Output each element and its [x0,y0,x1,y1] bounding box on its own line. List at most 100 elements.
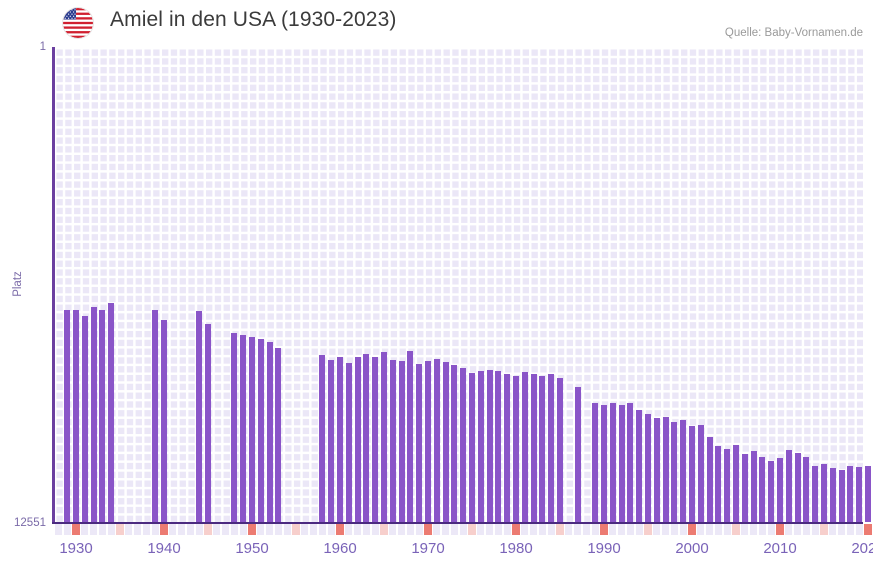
bar[interactable] [821,464,827,522]
bar[interactable] [671,422,678,522]
bar[interactable] [689,426,695,522]
bar[interactable] [372,357,379,522]
bar[interactable] [389,360,396,522]
bar[interactable] [724,449,731,522]
bar[interactable] [425,361,431,522]
x-axis-tick-cell [820,524,828,535]
bar[interactable] [433,359,440,522]
bar[interactable] [697,425,704,522]
bar[interactable] [205,324,211,522]
bar[interactable] [398,361,405,522]
x-axis-tick-cell [345,524,353,535]
bar[interactable] [345,363,352,522]
bar[interactable] [759,457,766,522]
bar[interactable] [504,374,511,522]
bar[interactable] [240,335,247,522]
bar[interactable] [460,368,467,522]
bar[interactable] [609,403,616,522]
bar[interactable] [785,450,792,522]
bar[interactable] [407,351,414,522]
bar[interactable] [548,374,555,522]
bar[interactable] [152,310,159,522]
x-axis-tick-cell [116,524,124,535]
x-axis-tick-cell [468,524,476,535]
page-title: Amiel in den USA (1930-2023) [110,8,397,31]
x-axis-tick-cell [767,524,775,535]
bar[interactable] [865,466,871,522]
x-axis-tick-cell [618,524,626,535]
bar[interactable] [266,342,273,522]
bar[interactable] [794,453,801,522]
bar[interactable] [442,362,449,522]
bar[interactable] [337,357,343,522]
bar[interactable] [328,360,335,522]
x-axis-tick-cell [547,524,555,535]
bar[interactable] [354,357,361,522]
x-axis-tick-cell [538,524,546,535]
bar[interactable] [733,445,739,522]
x-axis-tick-cell [266,524,274,535]
bar[interactable] [495,371,502,522]
x-axis-tick-cell [794,524,802,535]
x-axis-tick-cell [327,524,335,535]
bar[interactable] [812,466,819,522]
bar[interactable] [196,311,203,522]
x-axis-tick-cell [301,524,309,535]
bar[interactable] [363,354,370,522]
bar[interactable] [838,470,845,522]
bar[interactable] [636,410,643,522]
bar[interactable] [477,371,484,522]
bar[interactable] [592,403,599,522]
bar[interactable] [653,418,660,522]
bar[interactable] [557,378,563,522]
bar[interactable] [574,387,581,522]
bar[interactable] [257,339,264,522]
bar[interactable] [662,417,669,522]
x-axis-tick-cell [72,524,80,535]
x-axis-tick-cell [662,524,670,535]
bar[interactable] [803,457,810,522]
bar[interactable] [81,316,88,522]
bar[interactable] [521,372,528,522]
bar[interactable] [750,451,757,522]
x-axis-tick-cell [811,524,819,535]
bar[interactable] [856,467,863,522]
bar[interactable] [469,373,475,522]
bar[interactable] [161,320,167,522]
bar[interactable] [680,420,687,522]
bar[interactable] [381,352,387,522]
x-axis-tick-cell [213,524,221,535]
bar[interactable] [64,310,71,522]
bar[interactable] [706,437,713,522]
x-axis-tick-cell [714,524,722,535]
bar[interactable] [99,310,106,522]
bar[interactable] [715,446,722,522]
bar[interactable] [451,365,458,522]
bar[interactable] [618,405,625,522]
x-axis-tick-cell [318,524,326,535]
bar[interactable] [768,461,775,522]
bar[interactable] [777,458,783,522]
bar[interactable] [530,374,537,522]
bar[interactable] [486,370,493,522]
x-axis-tick-cell [415,524,423,535]
bar[interactable] [645,414,651,522]
bar[interactable] [829,468,836,522]
bar[interactable] [249,337,255,522]
x-axis-tick-cell [371,524,379,535]
bar[interactable] [513,376,519,522]
bar[interactable] [741,454,748,522]
bar[interactable] [275,348,282,522]
bar[interactable] [601,405,607,522]
bar[interactable] [90,307,97,522]
bar[interactable] [108,303,115,522]
bar[interactable] [627,403,634,522]
x-axis-tick-cell [90,524,98,535]
bar[interactable] [847,466,854,522]
bar[interactable] [73,310,79,522]
bar[interactable] [416,364,423,522]
bar[interactable] [539,376,546,522]
bar[interactable] [319,355,326,522]
bar[interactable] [231,333,238,522]
